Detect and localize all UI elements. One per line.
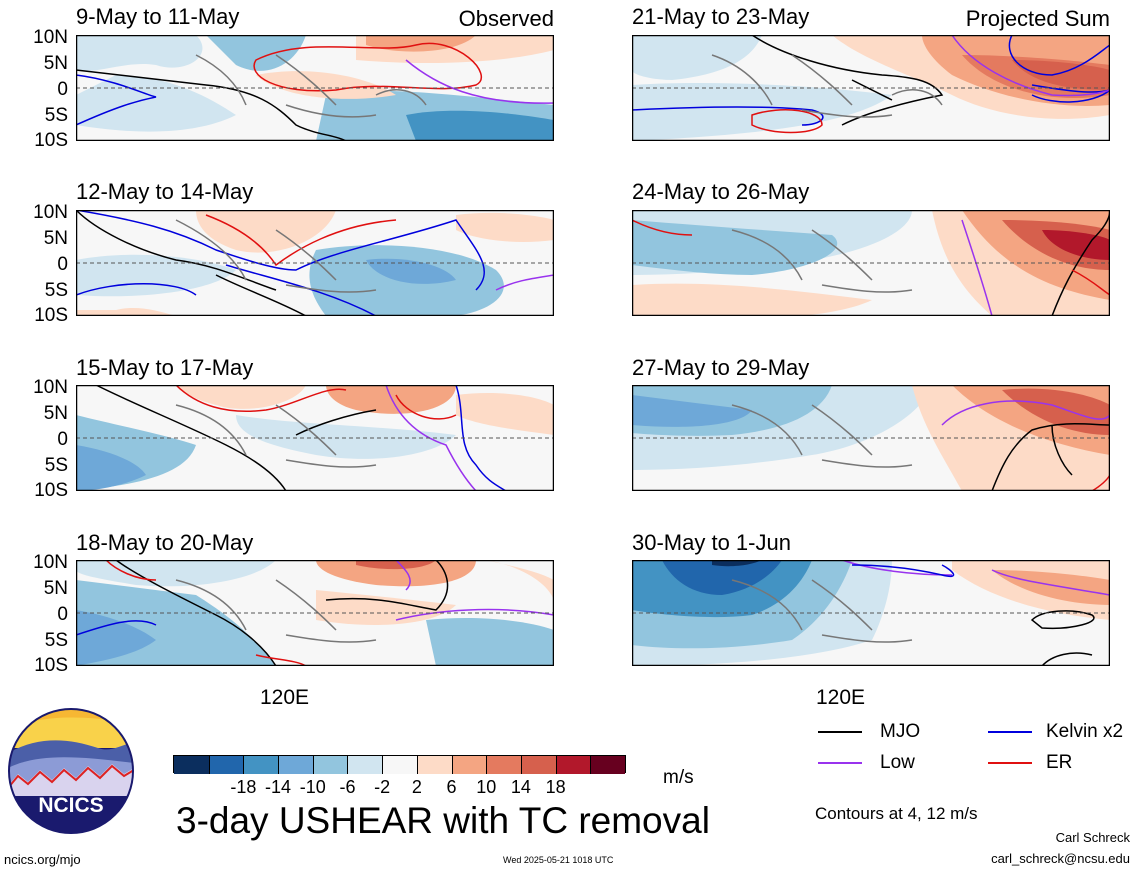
panel-title: 21-May to 23-May xyxy=(632,4,810,29)
ncics-logo: NCICS xyxy=(8,708,134,834)
logo-text: NCICS xyxy=(38,794,103,817)
lat-label: 10N xyxy=(33,202,68,223)
colorbar-cell xyxy=(174,756,209,774)
colorbar-cell xyxy=(486,756,521,774)
colorbar-tick-label: -18 xyxy=(230,777,257,797)
legend-swatch-er xyxy=(988,762,1032,764)
contour-note: Contours at 4, 12 m/s xyxy=(815,804,978,823)
legend-label-mjo: MJO xyxy=(880,721,921,742)
lat-label: 5S xyxy=(44,455,68,476)
lat-label: 5N xyxy=(43,578,68,599)
colorbar-cell xyxy=(312,756,348,774)
footer-url[interactable]: ncics.org/mjo xyxy=(4,852,81,867)
colorbar-cell xyxy=(208,756,244,774)
lon-label: 120E xyxy=(816,686,866,709)
colorbar-tick-label: 14 xyxy=(510,777,531,797)
colorbar-ticks: -18 -14 -10 -6 -2 2 6 10 14 18 xyxy=(173,775,626,797)
legend-label-er: ER xyxy=(1046,752,1073,773)
panel-title: 9-May to 11-May xyxy=(76,4,240,29)
lat-label: 0 xyxy=(57,254,68,275)
colorbar-tick-label: -6 xyxy=(339,777,356,797)
legend-label-kelvin: Kelvin x2 xyxy=(1046,721,1124,742)
lat-label: 10S xyxy=(34,480,68,501)
shear-map xyxy=(632,210,1110,316)
shear-map xyxy=(76,35,554,141)
lat-label: 10S xyxy=(34,655,68,676)
colorbar-cell xyxy=(416,756,452,774)
panel-tag-observed: Observed xyxy=(458,6,554,31)
lat-label: 5S xyxy=(44,630,68,651)
lat-label: 5S xyxy=(44,280,68,301)
legend-label-low: Low xyxy=(880,752,915,773)
lat-label: 10N xyxy=(33,377,68,398)
colorbar-tick-label: -14 xyxy=(265,777,292,797)
colorbar-cell xyxy=(520,756,556,774)
colorbar-tick-label: 18 xyxy=(545,777,566,797)
main-title: 3-day USHEAR with TC removal xyxy=(176,800,710,841)
colorbar-tick-label: -2 xyxy=(374,777,391,797)
lat-label: 10N xyxy=(33,552,68,573)
panel-title: 18-May to 20-May xyxy=(76,530,254,555)
colorbar-cell xyxy=(347,756,383,774)
panel-tag-projected: Projected Sum xyxy=(965,6,1110,31)
shear-map xyxy=(76,560,554,666)
colorbar-cell xyxy=(382,756,417,774)
panel-title: 15-May to 17-May xyxy=(76,355,254,380)
colorbar-tick-label: 10 xyxy=(476,777,497,797)
panel-title: 30-May to 1-Jun xyxy=(632,530,791,555)
lat-label: 10S xyxy=(34,130,68,151)
lat-label: 10S xyxy=(34,305,68,326)
colorbar-cell xyxy=(451,756,487,774)
lat-label: 0 xyxy=(57,429,68,450)
legend-swatch-low xyxy=(818,762,862,764)
lat-label: 10N xyxy=(33,27,68,48)
panel-title: 24-May to 26-May xyxy=(632,179,810,204)
panel-title: 12-May to 14-May xyxy=(76,179,254,204)
shear-map xyxy=(76,385,554,491)
lat-label: 5N xyxy=(43,53,68,74)
lon-label: 120E xyxy=(260,686,310,709)
shear-map xyxy=(632,35,1110,141)
lat-label: 5S xyxy=(44,105,68,126)
lat-label: 5N xyxy=(43,403,68,424)
panel-title: 27-May to 29-May xyxy=(632,355,810,380)
shear-map xyxy=(632,385,1110,491)
colorbar-tick-label: -10 xyxy=(299,777,326,797)
colorbar-unit: m/s xyxy=(663,767,694,788)
shear-map xyxy=(632,560,1110,666)
colorbar-cell xyxy=(278,756,313,774)
colorbar-tick-label: 6 xyxy=(446,777,457,797)
colorbar-cell xyxy=(243,756,279,774)
colorbar-cell xyxy=(590,756,625,774)
shear-map xyxy=(76,210,554,316)
colorbar xyxy=(173,755,626,774)
colorbar-cell xyxy=(555,756,591,774)
colorbar-tick-label: 2 xyxy=(411,777,422,797)
lat-label: 0 xyxy=(57,79,68,100)
lat-label: 5N xyxy=(43,228,68,249)
footer-author: Carl Schreck xyxy=(1055,830,1130,845)
legend-swatch-mjo xyxy=(818,731,862,733)
legend-swatch-kelvin xyxy=(988,731,1032,733)
footer-email[interactable]: carl_schreck@ncsu.edu xyxy=(991,851,1130,866)
lat-label: 0 xyxy=(57,604,68,625)
footer-timestamp: Wed 2025-05-21 1018 UTC xyxy=(503,855,614,865)
